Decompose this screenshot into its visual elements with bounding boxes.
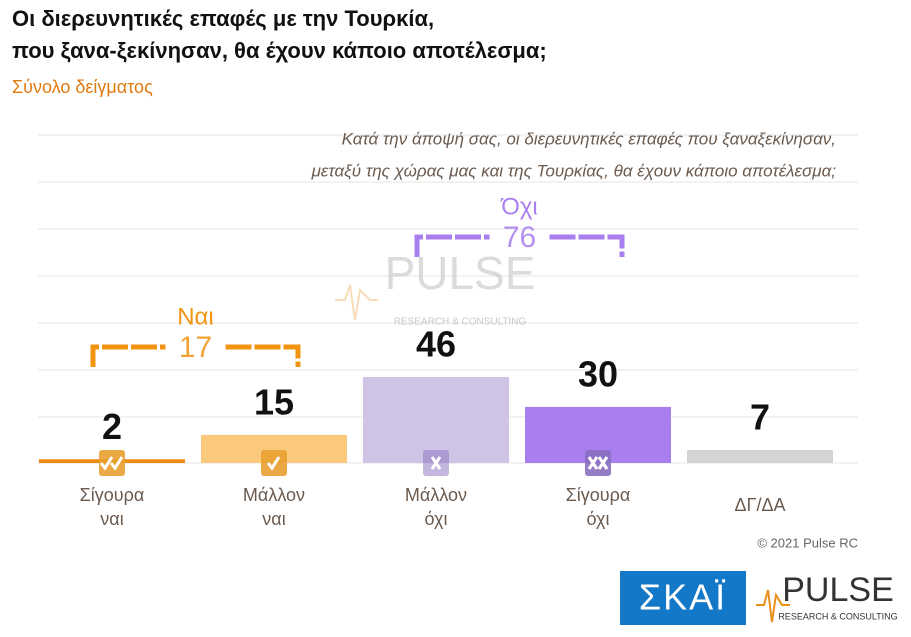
pulse-logo-mark [756,589,790,623]
watermark-tagline: RESEARCH & CONSULTING [394,317,527,328]
bar [363,376,509,463]
icon-box [585,450,611,476]
group-bracket [414,234,625,257]
bar [687,449,833,463]
x-tick-label: Μάλλον ναι [242,485,306,529]
group-name: Ναι [177,303,214,330]
group-bracket [90,344,301,367]
value-label: 15 [254,381,294,422]
pulse-logo-tagline: RESEARCH & CONSULTING [778,611,897,621]
title-line: που ξανα-ξεκίνησαν, θα έχουν κάποιο αποτ… [12,38,547,63]
skai-logo-box [620,571,746,625]
answer-icon [99,450,125,476]
watermark: PULSE [385,247,536,299]
x-tick-label: Μάλλον όχι [404,485,468,529]
check [109,456,124,471]
group-value: 17 [179,331,212,364]
value-label: 30 [578,353,618,394]
watermark-pulse [335,284,378,321]
grid [38,134,858,464]
skai-logo: ΣΚΑΪ [639,577,727,618]
question: μεταξύ της χώρας μας και της Τουρκίας, θ… [311,161,837,180]
cross [430,456,442,470]
x-tick-label: ΔΓ/ΔΑ [734,495,786,515]
question: Κατά την άποψή σας, οι διερευνητικές επα… [342,129,836,148]
check [266,456,281,471]
x-tick-label: Σίγουρα ναι [79,485,145,529]
value-label: 7 [750,396,770,437]
subtitle: Σύνολο δείγματος [12,77,153,97]
answer-icon [423,450,449,476]
cross [597,456,609,470]
pulse-logo: PULSE [782,571,894,609]
answer-icon [585,450,611,476]
value-label: 2 [102,406,122,447]
group-value: 76 [503,221,536,254]
x-tick-label: Σίγουρα όχι [565,485,631,529]
group-name: Όχι [500,193,538,220]
value-label: 46 [416,323,456,364]
title-line: Οι διερευνητικές επαφές με την Τουρκία, [12,6,434,31]
answer-icon [261,450,287,476]
check [99,456,114,471]
cross [587,456,599,470]
copyright: © 2021 Pulse RC [757,535,858,550]
